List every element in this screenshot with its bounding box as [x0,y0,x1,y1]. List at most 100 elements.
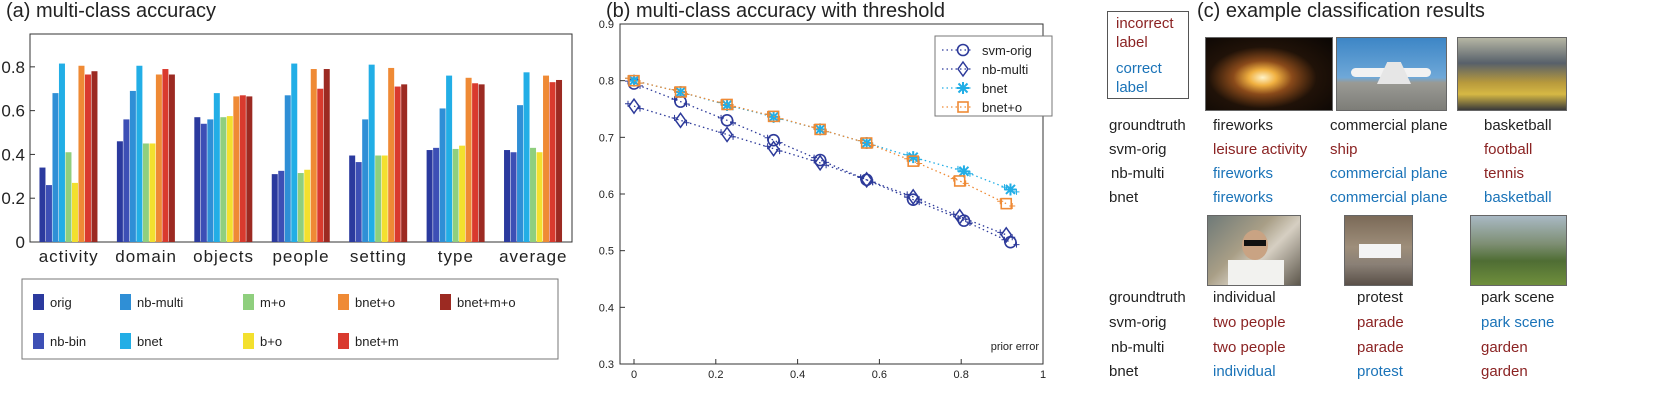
x-tick-label: 0.2 [708,369,723,381]
bar [207,119,214,242]
error-marker [683,91,690,98]
legend-label: bnet [137,334,163,349]
y-tick-label: 0.5 [599,246,614,258]
data-point [767,110,780,123]
bar [129,90,136,242]
bar [549,82,556,242]
bar [284,95,291,242]
error-marker [637,80,643,87]
data-point [1004,183,1017,196]
data-point [674,86,687,98]
result-cell: protest [1357,363,1403,380]
legend-box [21,278,559,360]
legend-swatch [243,294,254,310]
result-cell: two people [1213,314,1286,331]
bar [323,69,330,242]
line-chart: 0.3 0.4 0.5 0.6 0.7 0.8 0.9 0 0.2 0.4 0.6 0.8 1 prior… [599,19,1053,381]
error-marker [904,155,911,162]
bar [39,167,46,242]
legend-label: nb-multi [137,295,183,310]
error-marker [625,75,631,82]
bar [297,173,304,242]
bar [446,75,453,242]
data-point [957,82,969,94]
bar [556,79,563,243]
error-marker [857,137,864,144]
result-cell: football [1484,141,1533,158]
incorrect-label-legend: incorrect label [1116,15,1174,51]
bar [510,152,517,242]
bar [517,105,524,242]
error-marker [1009,203,1016,210]
legend-swatch [338,294,349,310]
x-tick-label: 1 [1040,369,1046,381]
legend-label: bnet+o [982,100,1022,115]
legend-swatch [338,333,349,349]
data-point [957,101,969,113]
result-cell: two people [1213,339,1286,356]
row-label-svm-orig: svm-orig [1109,141,1167,158]
bar [291,63,298,243]
error-marker [1001,184,1008,191]
data-point [957,165,970,178]
error-marker [916,160,923,167]
y-tick-label: 0.2 [1,189,25,208]
bar [52,93,59,243]
data-point [721,126,733,143]
bar [226,116,233,242]
row-label-bnet: bnet [1109,363,1139,380]
correct-label-legend: correct label [1116,60,1162,96]
data-point [721,98,733,111]
bar [149,143,156,242]
bar [452,148,459,242]
row-label-bnet: bnet [1109,189,1139,206]
data-point [860,137,873,149]
bar [317,88,324,242]
data-point [628,74,640,87]
row-label-nb-multi: nb-multi [1111,165,1165,182]
data-point [814,123,826,136]
error-marker [950,175,957,182]
bar [91,71,98,242]
legend-box [934,35,1053,117]
panel-a-title: (a) multi-class accuracy [6,0,217,22]
bar [465,77,472,242]
x-tick-label: average [499,247,567,266]
legend-label: nb-bin [50,334,86,349]
airplane-image [1336,37,1447,111]
result-cell: parade [1357,339,1404,356]
bar [304,169,311,242]
data-point [953,208,966,225]
legend-label: m+o [260,295,286,310]
legend-label: bnet+m+o [457,295,516,310]
result-cell: ship [1330,141,1358,158]
result-cell: fireworks [1213,189,1274,206]
x-tick-label: 0 [631,369,637,381]
stadium-image [1457,37,1567,111]
legend-swatch [33,333,44,349]
bar [271,174,278,242]
error-marker [718,99,725,106]
bar [278,170,285,242]
error-marker [764,110,771,117]
x-tick-label: activity [39,247,99,266]
data-point [956,43,970,57]
data-point [1000,226,1013,244]
bar [536,152,543,242]
bar [220,117,227,242]
error-marker [671,86,678,93]
data-point [860,171,873,189]
bar [472,83,479,243]
label-legend-box [1107,11,1189,99]
legend-swatch [33,294,44,310]
bar [310,69,317,242]
x-tick-label: 0.8 [954,369,969,381]
result-cell: leisure activity [1213,141,1308,158]
data-point [814,123,827,136]
error-marker [811,124,818,130]
bar [84,74,91,242]
bar [459,145,466,242]
error-marker [997,198,1004,205]
data-point [1000,197,1013,210]
legend-swatch [243,333,254,349]
